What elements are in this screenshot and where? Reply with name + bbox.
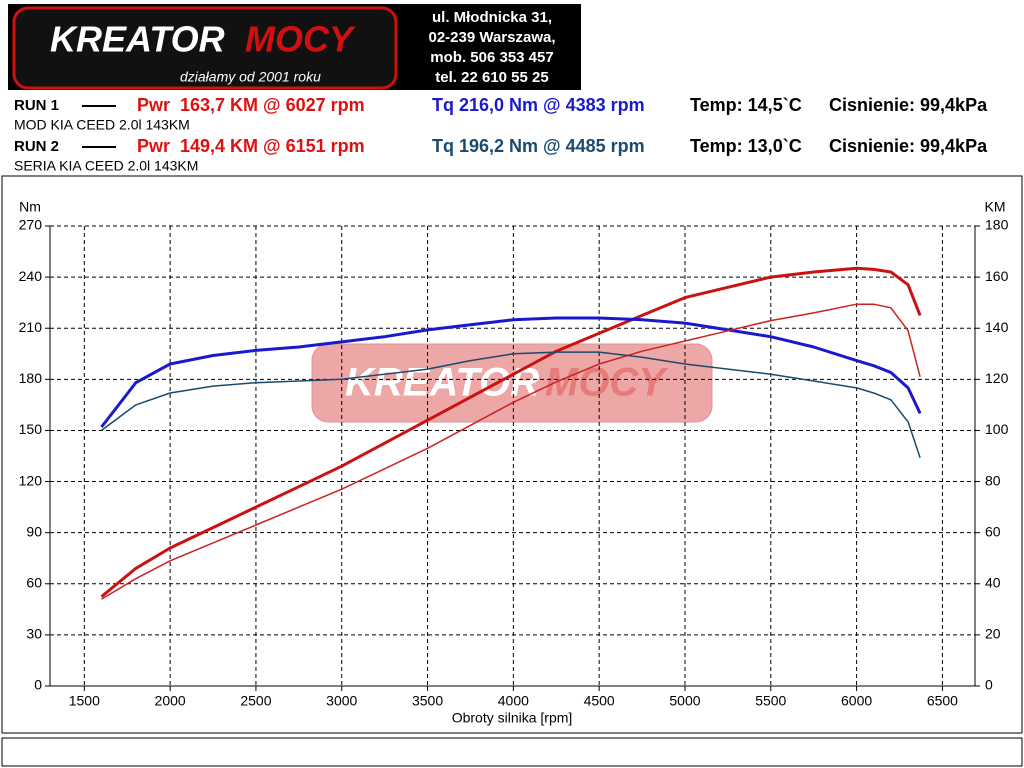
x-axis-label: Obroty silnika [rpm] — [452, 710, 573, 726]
y2-tick-label: 40 — [985, 574, 1001, 590]
run-description: SERIA KIA CEED 2.0l 143KM — [14, 158, 198, 174]
x-tick-label: 5000 — [669, 693, 700, 709]
run-power: Pwr 163,7 KM @ 6027 rpm — [137, 95, 365, 115]
y2-tick-label: 0 — [985, 677, 993, 693]
y-tick-label: 150 — [19, 421, 43, 437]
logo-frame — [12, 6, 398, 90]
y2-axis-label: KM — [985, 199, 1006, 215]
watermark-bg — [311, 343, 713, 423]
x-tick-label: 4000 — [498, 693, 529, 709]
y2-tick-label: 100 — [985, 421, 1009, 437]
y-tick-label: 0 — [34, 677, 42, 693]
y-tick-label: 180 — [19, 370, 43, 386]
run-pressure: Cisnienie: 99,4kPa — [829, 95, 988, 115]
run-label: RUN 2 — [14, 138, 59, 155]
series-line — [101, 303, 921, 600]
run-label: RUN 1 — [14, 97, 59, 114]
run-pressure: Cisnienie: 99,4kPa — [829, 136, 988, 156]
x-tick-label: 6000 — [841, 693, 872, 709]
address-line: 02-239 Warszawa, — [428, 29, 555, 46]
x-tick-label: 1500 — [69, 693, 100, 709]
run-power: Pwr 149,4 KM @ 6151 rpm — [137, 136, 365, 156]
run-description: MOD KIA CEED 2.0l 143KM — [14, 117, 190, 133]
y2-tick-label: 140 — [985, 319, 1009, 335]
y-tick-label: 210 — [19, 319, 43, 335]
y2-tick-label: 160 — [985, 268, 1009, 284]
tagline: działamy od 2001 roku — [180, 69, 321, 85]
watermark: KREATOR MOCY — [311, 343, 713, 423]
y-tick-label: 270 — [19, 217, 43, 233]
x-tick-label: 6500 — [927, 693, 958, 709]
address-line: ul. Młodnicka 31, — [432, 9, 552, 26]
logo-text: MOCY — [245, 19, 356, 60]
x-tick-label: 2500 — [240, 693, 271, 709]
address-line: mob. 506 353 457 — [430, 49, 553, 66]
y-tick-label: 240 — [19, 268, 43, 284]
watermark-text: KREATOR — [345, 361, 539, 405]
run-temp: Temp: 14,5`C — [690, 95, 802, 115]
x-tick-label: 3500 — [412, 693, 443, 709]
series-line — [100, 316, 922, 428]
run-torque: Tq 216,0 Nm @ 4383 rpm — [432, 95, 645, 115]
y-tick-label: 90 — [26, 523, 42, 539]
address-line: tel. 22 610 55 25 — [435, 69, 548, 86]
y-tick-label: 30 — [26, 626, 42, 642]
run-temp: Temp: 13,0`C — [690, 136, 802, 156]
x-tick-label: 2000 — [155, 693, 186, 709]
address: ul. Młodnicka 31, 02-239 Warszawa, mob. 50… — [428, 9, 555, 86]
runs: RUN 1 Pwr 163,7 KM @ 6027 rpm Tq 216,0 Nm … — [14, 95, 988, 174]
x-tick-label: 4500 — [584, 693, 615, 709]
watermark-text: MOCY — [545, 361, 668, 405]
run-torque: Tq 196,2 Nm @ 4485 rpm — [432, 136, 645, 156]
x-tick-label: 3000 — [326, 693, 357, 709]
y2-tick-label: 180 — [985, 217, 1009, 233]
y-tick-label: 60 — [26, 574, 42, 590]
logo-text: KREATOR — [50, 19, 225, 60]
chart-frame — [1, 175, 1023, 734]
x-tick-label: 5500 — [755, 693, 786, 709]
y2-tick-label: 20 — [985, 626, 1001, 642]
series-line — [100, 266, 922, 598]
y2-tick-label: 120 — [985, 370, 1009, 386]
footer-box — [1, 737, 1023, 767]
y2-tick-label: 80 — [985, 472, 1001, 488]
series-line — [101, 351, 921, 458]
y-axis-label: Nm — [19, 199, 41, 215]
y2-tick-label: 60 — [985, 523, 1001, 539]
y-tick-label: 120 — [19, 472, 43, 488]
